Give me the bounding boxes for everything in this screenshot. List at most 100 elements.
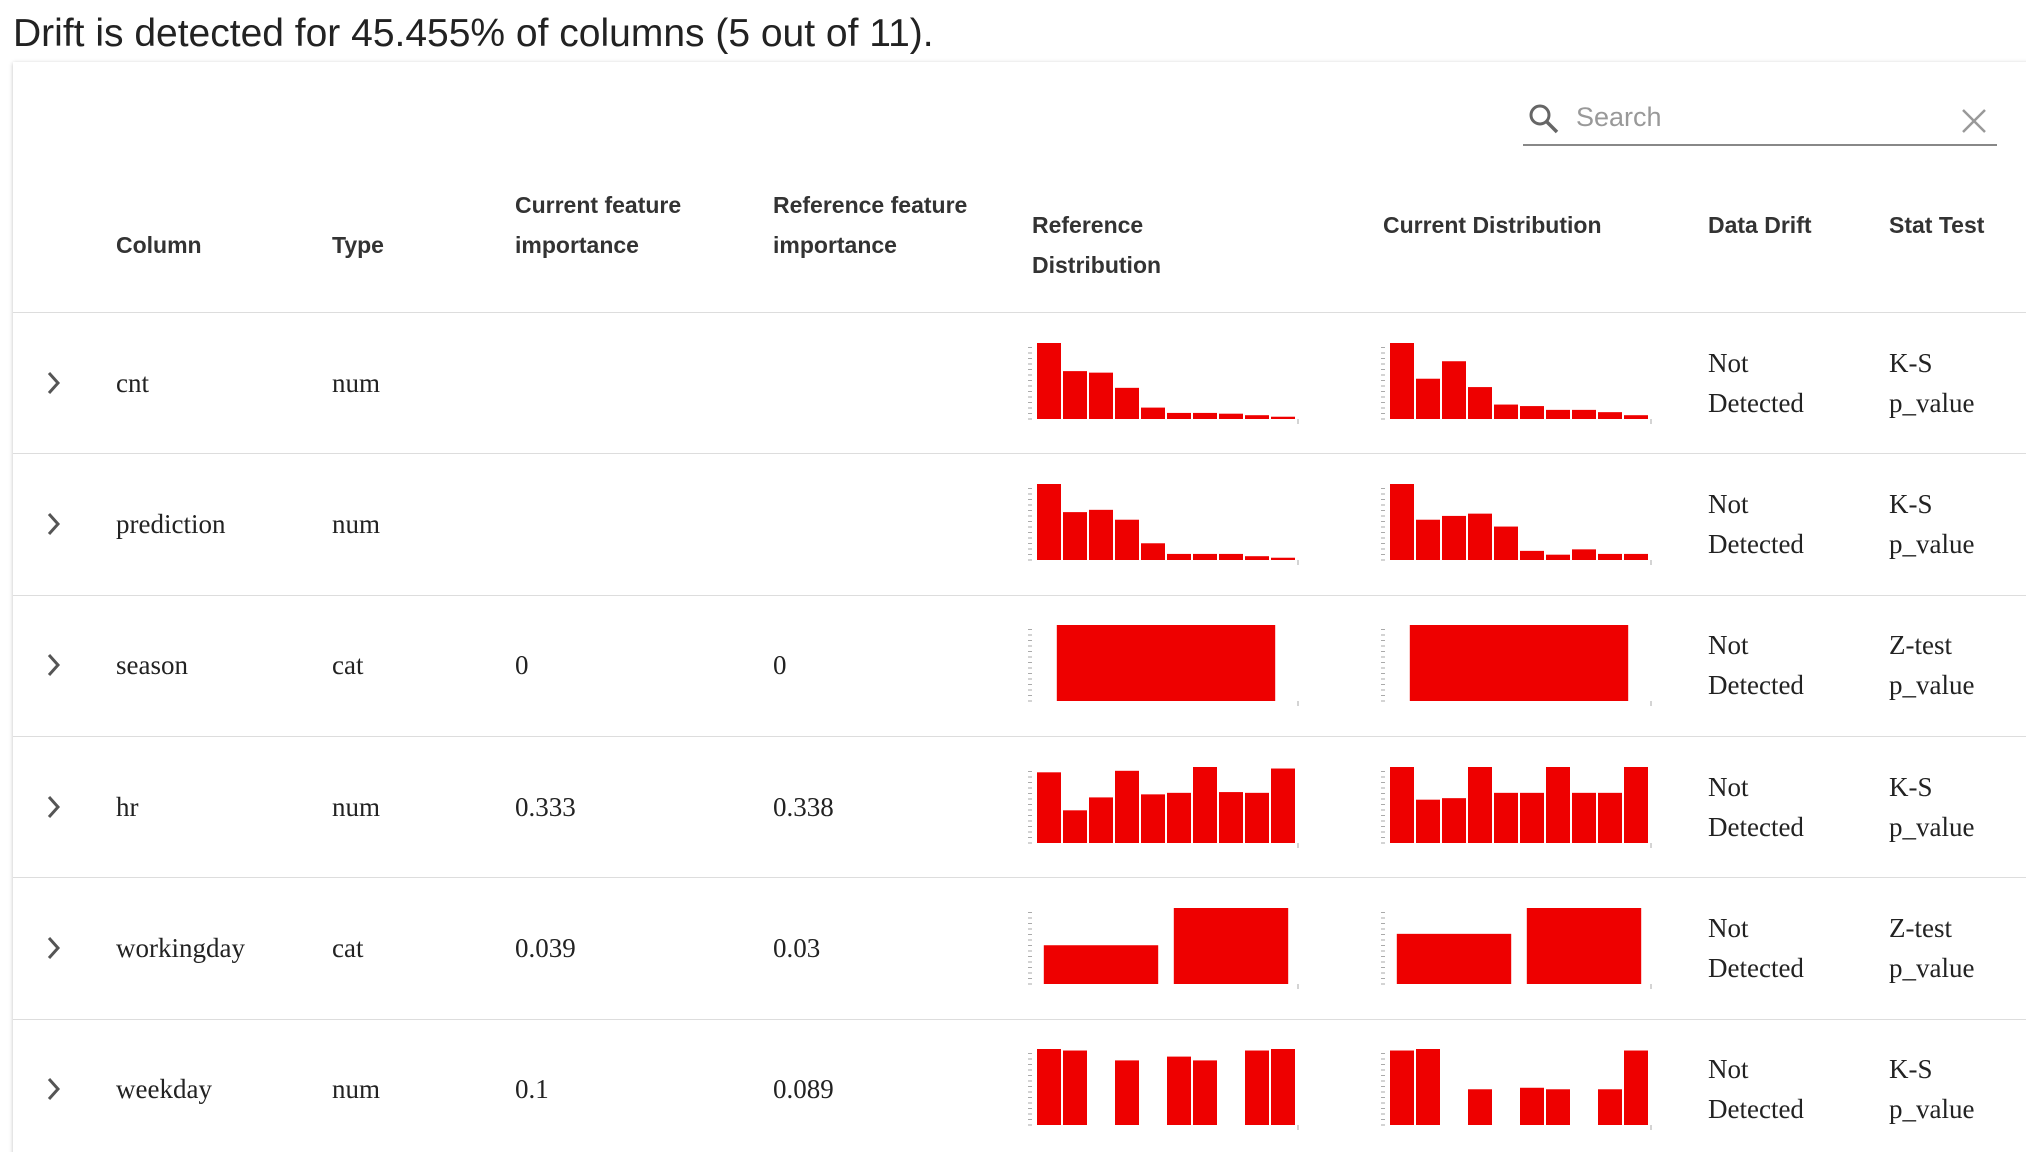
histogram-bar xyxy=(1193,766,1217,843)
histogram-bar xyxy=(1193,1060,1217,1126)
histogram-bar xyxy=(1546,766,1570,843)
header-divider xyxy=(13,312,2026,313)
search-field[interactable]: Search xyxy=(1523,94,1997,146)
expand-row[interactable] xyxy=(44,650,64,680)
histogram-bar xyxy=(1167,553,1191,560)
histogram-bar xyxy=(1271,768,1295,843)
chevron xyxy=(47,1078,61,1101)
histogram-bar xyxy=(1390,483,1414,560)
histogram-bar xyxy=(1520,405,1544,419)
histogram-bar xyxy=(1115,1060,1139,1126)
row-divider xyxy=(13,594,2026,596)
row-divider xyxy=(13,877,2026,879)
histogram-bar xyxy=(1245,792,1269,843)
cell-stat-test: Z-test p_value xyxy=(1889,630,1975,701)
histogram-bar xyxy=(1219,413,1243,419)
histogram-bar xyxy=(1468,513,1492,560)
histogram-bar xyxy=(1390,342,1414,419)
histogram-bar xyxy=(1598,792,1622,843)
expand-row[interactable] xyxy=(44,509,64,539)
cell-current-importance: 0.333 xyxy=(515,791,576,822)
cell-column: prediction xyxy=(116,508,226,539)
expand-row[interactable] xyxy=(44,368,64,398)
histogram-bar xyxy=(1520,792,1544,843)
chevron xyxy=(47,512,61,535)
histogram xyxy=(1381,625,1652,707)
histogram-bar xyxy=(1494,792,1518,843)
histogram-bar xyxy=(1416,1049,1440,1126)
histogram xyxy=(1028,766,1299,848)
column-header: Type xyxy=(332,232,384,258)
histogram-bar xyxy=(1141,793,1165,843)
histogram xyxy=(1381,342,1652,424)
chevron xyxy=(47,371,61,394)
histogram-bar xyxy=(1115,519,1139,560)
histogram-bar xyxy=(1089,509,1113,560)
histogram-bar xyxy=(1546,1089,1570,1126)
column-header: Reference Distribution xyxy=(1032,212,1162,278)
cell-stat-test: K-S p_value xyxy=(1889,488,1975,559)
histogram-bar xyxy=(1063,1050,1087,1126)
histogram xyxy=(1028,1049,1299,1131)
histogram-bar xyxy=(1598,553,1622,560)
histogram-bar xyxy=(1167,1056,1191,1126)
expand-row[interactable] xyxy=(44,1074,64,1104)
histogram xyxy=(1028,907,1299,989)
drift-summary: Drift is detected for 45.455% of columns… xyxy=(13,12,934,55)
histogram-bar xyxy=(1520,550,1544,560)
cell-reference-importance: 0.089 xyxy=(773,1074,834,1105)
histogram-bar xyxy=(1141,543,1165,560)
cell-column: hr xyxy=(116,791,139,822)
column-header: Data Drift xyxy=(1708,212,1812,238)
column-header: Current Distribution xyxy=(1383,212,1602,238)
histogram-bar xyxy=(1063,512,1087,560)
histogram-bar xyxy=(1416,519,1440,560)
histogram-bar xyxy=(1063,809,1087,843)
cell-reference-importance: 0.338 xyxy=(773,791,834,822)
histogram xyxy=(1028,483,1299,565)
histogram-bar xyxy=(1624,766,1648,843)
cell-stat-test: K-S p_value xyxy=(1889,1054,1975,1125)
histogram-bar xyxy=(1245,414,1269,419)
cell-reference-importance: 0 xyxy=(773,650,787,681)
histogram xyxy=(1028,625,1299,707)
histogram-bar xyxy=(1037,483,1061,560)
histogram-bar xyxy=(1219,553,1243,560)
histogram-bar xyxy=(1396,933,1512,984)
histogram-bar xyxy=(1416,799,1440,843)
histogram-bar xyxy=(1037,771,1061,843)
search-icon xyxy=(1529,104,1559,134)
cell-column: weekday xyxy=(116,1074,212,1105)
histogram xyxy=(1381,766,1652,848)
cell-column: workingday xyxy=(116,932,245,963)
histogram-bar xyxy=(1056,625,1276,702)
histogram xyxy=(1381,483,1652,565)
cell-stat-test: Z-test p_value xyxy=(1889,912,1975,983)
histogram-bar xyxy=(1271,416,1295,419)
histogram-bar xyxy=(1390,1050,1414,1126)
histogram-bar xyxy=(1546,554,1570,560)
histogram xyxy=(1381,1049,1652,1131)
cell-stat-test: K-S p_value xyxy=(1889,771,1975,842)
cell-type: cat xyxy=(332,932,364,963)
cell-current-importance: 0.039 xyxy=(515,932,576,963)
expand-row[interactable] xyxy=(44,933,64,963)
cell-column: cnt xyxy=(116,367,149,398)
histogram-bar xyxy=(1037,1049,1061,1126)
histogram-bar xyxy=(1245,556,1269,560)
cell-type: num xyxy=(332,508,381,539)
cell-current-importance: 0 xyxy=(515,650,529,681)
cell-data-drift: Not Detected xyxy=(1708,347,1804,418)
histogram-bar xyxy=(1468,766,1492,843)
chevron xyxy=(47,795,61,818)
histogram-bar xyxy=(1526,907,1642,984)
histogram xyxy=(1028,342,1299,424)
histogram-bar xyxy=(1468,1089,1492,1126)
clear-button[interactable] xyxy=(1961,108,1987,134)
histogram-bar xyxy=(1409,625,1629,702)
histogram-bar xyxy=(1572,409,1596,419)
histogram-bar xyxy=(1468,386,1492,419)
expand-row[interactable] xyxy=(44,792,64,822)
histogram-bar xyxy=(1624,1050,1648,1126)
